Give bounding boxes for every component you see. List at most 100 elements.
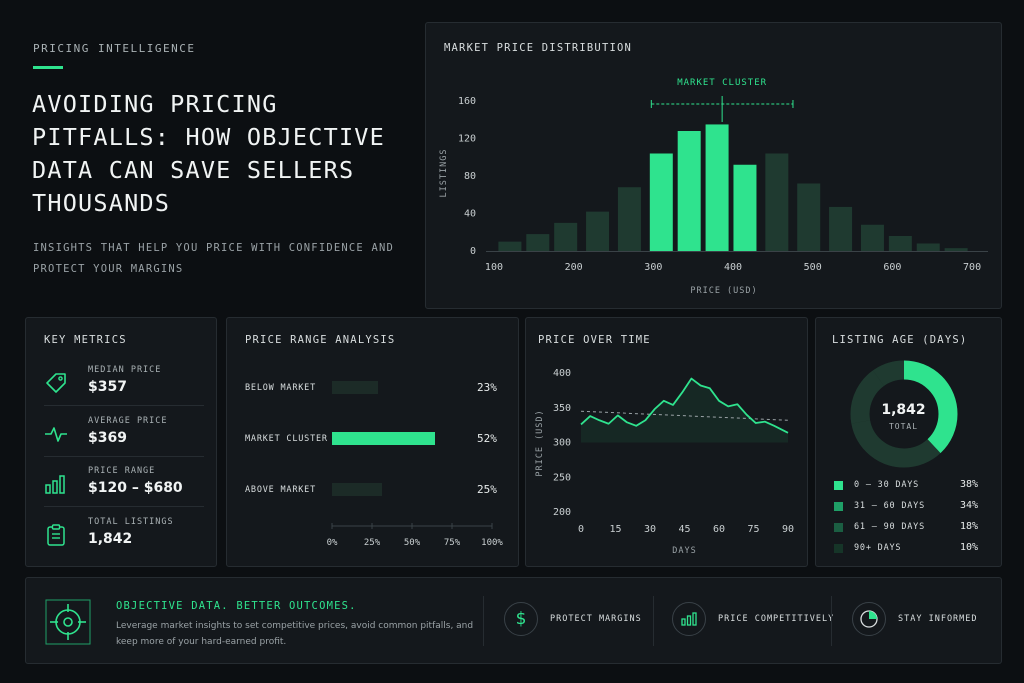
key-metrics-panel: KEY METRICS MEDIAN PRICE $357 AVERAGE PR… [25,317,217,567]
histogram-bar [526,234,550,251]
feature-label: STAY INFORMED [898,614,978,624]
legend-item: 61 – 90 DAYS 18% [834,521,984,535]
range-row: MARKET CLUSTER 52% [245,430,505,450]
legend-item: 31 – 60 DAYS 34% [834,500,984,514]
y-tick-label: 300 [553,438,571,449]
y-tick-label: 40 [464,209,476,220]
trend-line [580,410,789,421]
x-tick-label: 45 [678,524,690,535]
range-label: BELOW MARKET [245,383,317,393]
pie-icon [852,602,886,636]
metric-value: $369 [88,430,127,446]
metric-median-price: MEDIAN PRICE $357 [44,365,204,415]
x-tick-label: 400 [724,262,742,273]
x-tick-label: 600 [883,262,901,273]
legend-swatch [834,544,843,553]
donut-total-label: TOTAL [888,422,919,431]
time-panel: PRICE OVER TIME 200 250 300 350 400 0 15 30 45 60… [525,317,808,567]
feature-label: PRICE COMPETITIVELY [718,614,835,624]
metric-label: TOTAL LISTINGS [88,517,174,527]
panel-title: LISTING AGE (DAYS) [832,334,968,346]
legend-value: 34% [960,500,979,511]
histogram-bar [916,243,940,251]
metric-value: 1,842 [88,531,133,547]
metric-value: $357 [88,379,127,395]
x-tick-label: 30 [644,524,656,535]
range-bar [332,483,382,496]
clipboard-icon [47,524,65,546]
legend-item: 0 – 30 DAYS 38% [834,479,984,493]
legend-label: 31 – 60 DAYS [854,501,926,511]
age-donut-chart [850,360,958,468]
bar-chart-icon [45,475,65,494]
range-label: ABOVE MARKET [245,485,317,495]
dollar-icon: $ [504,602,538,636]
legend-label: 61 – 90 DAYS [854,522,926,532]
y-tick-label: 0 [470,246,476,257]
x-tick-label: 60 [713,524,725,535]
y-tick-label: 80 [464,171,476,182]
range-tick-label: 100% [481,538,503,548]
x-tick-label: 90 [782,524,794,535]
divider [653,596,654,646]
x-tick-label: 700 [963,262,981,273]
y-tick-label: 350 [553,403,571,414]
histogram-bar [554,222,578,251]
y-tick-label: 400 [553,368,571,379]
histogram-bar [705,124,729,251]
histogram-bar [586,211,610,251]
legend-swatch [834,502,843,511]
histogram-bar [944,248,968,251]
footer-panel: OBJECTIVE DATA. BETTER OUTCOMES. Leverag… [25,577,1002,664]
legend-label: 90+ DAYS [854,543,902,553]
y-tick-label: 250 [553,472,571,483]
footer-headline: OBJECTIVE DATA. BETTER OUTCOMES. [116,600,357,612]
histogram-bar [765,153,789,251]
y-tick-label: 160 [458,96,476,107]
distribution-panel: MARKET PRICE DISTRIBUTION 100 200 300 400 50… [425,22,1002,309]
donut-slice [850,360,958,468]
histogram-bar [888,236,912,251]
histogram-bar [498,241,522,251]
panel-title: MARKET PRICE DISTRIBUTION [444,42,633,54]
histogram-bar [829,206,853,251]
x-tick-label: 75 [747,524,759,535]
histogram-bar [860,224,884,251]
range-panel: PRICE RANGE ANALYSIS BELOW MARKET 23% MARK… [226,317,519,567]
range-tick-label: 25% [364,538,381,548]
range-value: 52% [477,432,497,445]
age-panel: LISTING AGE (DAYS) 1,842 TOTAL 0 – 30 DA… [815,317,1002,567]
histogram-bar [797,183,821,251]
metric-price-range: PRICE RANGE $120 – $680 [44,466,204,516]
page-title: AVOIDING PRICING PITFALLS: HOW OBJECTIVE… [32,90,386,217]
tag-icon [46,373,66,393]
range-tick-label: 50% [404,538,421,548]
x-axis-title: DAYS [672,546,696,556]
range-label: MARKET CLUSTER [245,434,328,444]
y-tick-label: 200 [553,507,571,518]
x-axis-title: PRICE (USD) [690,286,757,296]
legend-value: 18% [960,521,979,532]
legend-swatch [834,523,843,532]
legend-swatch [834,481,843,490]
metric-label: MEDIAN PRICE [88,365,162,375]
range-row: BELOW MARKET 23% [245,379,505,399]
x-tick-label: 200 [565,262,583,273]
series-area [581,378,788,443]
panel-title: KEY METRICS [44,334,127,346]
x-tick-label: 100 [485,262,503,273]
divider [831,596,832,646]
y-tick-label: 120 [458,134,476,145]
x-tick-label: 0 [578,524,584,535]
page-subtitle: INSIGHTS THAT HELP YOU PRICE WITH CONFID… [33,242,395,275]
range-value: 25% [477,483,497,496]
y-axis-title: PRICE (USD) [535,409,545,476]
price-line [580,377,789,434]
metric-average-price: AVERAGE PRICE $369 [44,416,204,466]
cluster-label: MARKET CLUSTER [677,78,767,88]
bar-chart-icon [672,602,706,636]
donut-slice [850,360,958,468]
range-tick-label: 0% [327,538,338,548]
divider [44,405,204,406]
target-icon [45,599,91,645]
